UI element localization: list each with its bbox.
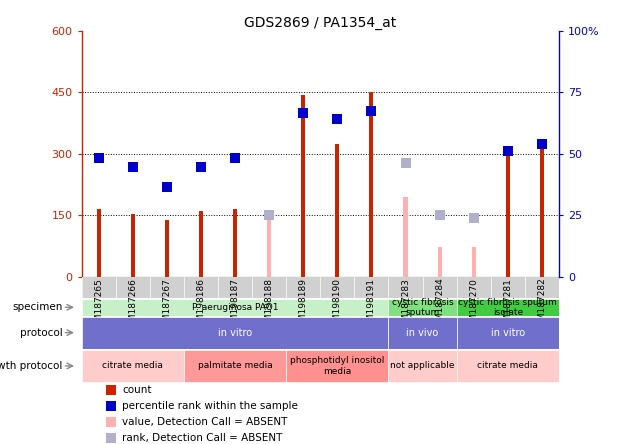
Text: value, Detection Call = ABSENT: value, Detection Call = ABSENT (122, 417, 288, 427)
Point (162, 184, 172, 191)
Text: not applicable: not applicable (391, 361, 455, 370)
Bar (506, 156, 510, 277)
Text: GSM187284: GSM187284 (435, 278, 444, 333)
Point (230, 155, 240, 162)
Point (264, 212, 274, 219)
Bar (106, 385, 116, 395)
Bar (97, 209, 100, 277)
Bar (82, 350, 184, 382)
Text: cystic fibrosis
sputum: cystic fibrosis sputum (392, 297, 453, 317)
Bar (457, 350, 559, 382)
Text: in vitro: in vitro (218, 328, 252, 337)
Bar (82, 277, 559, 298)
Text: P. aeruginosa PAO1: P. aeruginosa PAO1 (192, 303, 278, 312)
Text: GSM198191: GSM198191 (367, 278, 376, 333)
Text: phosphotidyl inositol
media: phosphotidyl inositol media (290, 356, 384, 376)
Text: rank, Detection Call = ABSENT: rank, Detection Call = ABSENT (122, 433, 283, 443)
Text: GSM198188: GSM198188 (264, 278, 274, 333)
Text: count: count (122, 385, 152, 395)
Point (127, 163, 138, 170)
Bar (286, 350, 389, 382)
Point (196, 163, 206, 170)
Bar (199, 211, 203, 277)
Point (537, 141, 547, 148)
Bar (369, 92, 374, 277)
Bar (267, 219, 271, 277)
Text: GSM187265: GSM187265 (94, 278, 103, 333)
Text: GSM198190: GSM198190 (333, 278, 342, 333)
Text: GSM187283: GSM187283 (401, 278, 410, 333)
Point (94, 155, 104, 162)
Text: specimen: specimen (12, 302, 63, 312)
Point (366, 107, 376, 115)
Text: GSM187270: GSM187270 (469, 278, 478, 333)
Bar (389, 299, 457, 316)
Text: GSM187267: GSM187267 (163, 278, 171, 333)
Bar (106, 433, 116, 443)
Text: in vivo: in vivo (406, 328, 439, 337)
Text: GSM198187: GSM198187 (230, 278, 239, 333)
Text: growth protocol: growth protocol (0, 361, 63, 371)
Text: GSM187282: GSM187282 (538, 278, 546, 333)
Bar (106, 401, 116, 411)
Bar (457, 317, 559, 349)
Bar (131, 214, 135, 277)
Point (435, 212, 445, 219)
Text: cystic fibrosis sputum
isolate: cystic fibrosis sputum isolate (458, 297, 557, 317)
Text: citrate media: citrate media (477, 361, 538, 370)
Bar (233, 209, 237, 277)
Bar (106, 417, 116, 427)
Bar (389, 350, 457, 382)
Text: GSM198186: GSM198186 (197, 278, 205, 333)
Bar (472, 247, 476, 277)
Bar (389, 317, 457, 349)
Text: palmitate media: palmitate media (198, 361, 273, 370)
Bar (82, 299, 389, 316)
Text: citrate media: citrate media (102, 361, 163, 370)
Bar (184, 350, 286, 382)
Point (401, 159, 411, 166)
Text: GSM198189: GSM198189 (299, 278, 308, 333)
Text: GSM187281: GSM187281 (503, 278, 512, 333)
Bar (457, 299, 559, 316)
Text: percentile rank within the sample: percentile rank within the sample (122, 401, 298, 411)
Text: in vitro: in vitro (490, 328, 525, 337)
Bar (82, 317, 389, 349)
Title: GDS2869 / PA1354_at: GDS2869 / PA1354_at (244, 16, 396, 30)
Bar (335, 143, 339, 277)
Point (468, 214, 479, 222)
Text: GSM187266: GSM187266 (128, 278, 138, 333)
Bar (301, 95, 305, 277)
Text: protocol: protocol (20, 328, 63, 337)
Point (332, 115, 342, 123)
Bar (165, 221, 169, 277)
Bar (438, 247, 441, 277)
Bar (403, 197, 408, 277)
Point (503, 147, 513, 154)
Bar (540, 146, 544, 277)
Point (298, 109, 308, 116)
